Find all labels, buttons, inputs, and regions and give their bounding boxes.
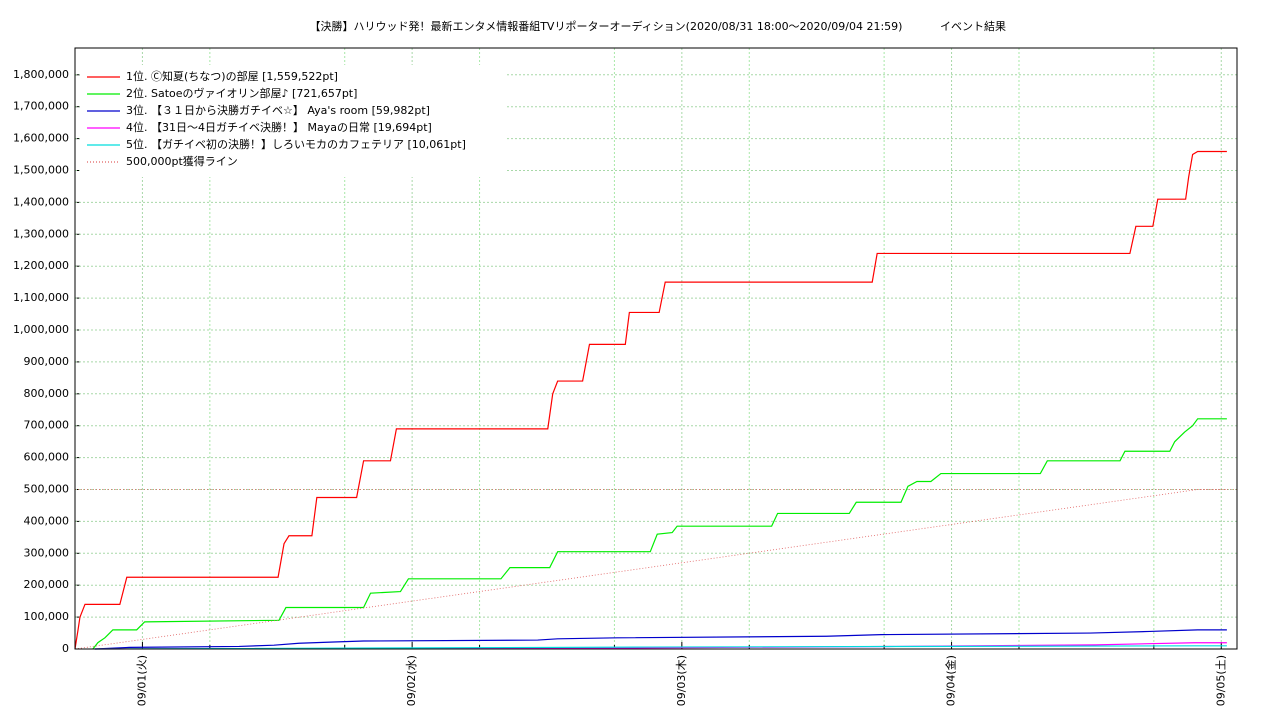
x-tick-label: 09/04(金) xyxy=(944,655,958,706)
series-line xyxy=(94,645,1227,650)
x-tick-label: 09/02(水) xyxy=(405,655,418,706)
y-tick-label: 1,400,000 xyxy=(13,195,69,208)
y-tick-label: 600,000 xyxy=(24,451,70,464)
x-tick-label: 09/03(木) xyxy=(675,655,688,706)
series-line xyxy=(94,642,1227,650)
y-tick-label: 0 xyxy=(62,642,69,655)
chart-subtitle: イベント結果 xyxy=(940,19,1006,33)
y-tick-label: 1,700,000 xyxy=(13,100,69,113)
legend-label: 5位. 【ガチイベ初の決勝！】しろいモカのカフェテリア [10,061pt] xyxy=(126,137,466,151)
y-tick-label: 200,000 xyxy=(24,578,70,591)
series-line xyxy=(92,418,1227,650)
y-tick-label: 1,800,000 xyxy=(13,68,69,81)
series-line xyxy=(74,150,1227,650)
y-tick-label: 300,000 xyxy=(24,546,70,559)
legend-label: 4位. 【31日〜4日ガチイベ決勝！】 Mayaの日常 [19,694pt] xyxy=(126,120,432,134)
y-tick-label: 500,000 xyxy=(24,482,70,495)
legend-label: 500,000pt獲得ライン xyxy=(126,155,238,168)
y-tick-label: 700,000 xyxy=(24,419,70,432)
plot-frame xyxy=(74,47,1238,650)
y-tick-label: 1,600,000 xyxy=(13,132,69,145)
legend-box xyxy=(80,65,505,177)
y-tick-label: 1,100,000 xyxy=(13,291,69,304)
y-tick-label: 900,000 xyxy=(24,355,70,368)
x-tick-label: 09/05(土) xyxy=(1214,655,1227,706)
y-tick-label: 1,200,000 xyxy=(13,259,69,272)
y-tick-label: 100,000 xyxy=(24,610,70,623)
legend-label: 3位. 【３１日から決勝ガチイベ☆】 Aya's room [59,982pt] xyxy=(126,103,430,117)
legend-label: 1位. Ⓒ知夏(ちなつ)の部屋 [1,559,522pt] xyxy=(126,69,338,83)
y-tick-label: 1,300,000 xyxy=(13,227,69,240)
y-tick-label: 1,000,000 xyxy=(13,323,69,336)
y-tick-label: 1,500,000 xyxy=(13,163,69,176)
y-tick-label: 800,000 xyxy=(24,387,70,400)
legend-label: 2位. Satoeのヴァイオリン部屋♪ [721,657pt] xyxy=(126,86,357,100)
chart-title: 【決勝】ハリウッド発！最新エンタメ情報番組TVリポーターオーディション(2020… xyxy=(310,19,903,33)
series-line xyxy=(94,629,1227,650)
y-tick-label: 400,000 xyxy=(24,514,70,527)
x-tick-label: 09/01(火) xyxy=(135,655,148,706)
